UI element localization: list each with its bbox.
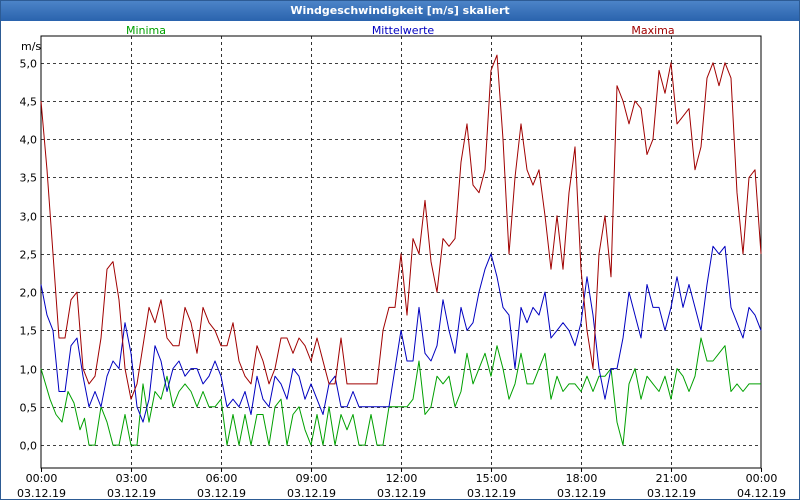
x-tick-date-label: 03.12.19 [467,487,516,499]
y-tick-label: 2,0 [20,287,38,300]
y-tick-label: 5,0 [20,58,38,71]
x-tick-date-label: 03.12.19 [17,487,66,499]
x-tick-date-label: 03.12.19 [287,487,336,499]
window-title: Windgeschwindigkeit [m/s] skaliert [1,1,799,21]
y-tick-label: 1,0 [20,364,38,377]
legend-entry-minima: Minima [126,24,166,37]
y-tick-label: 1,5 [20,325,38,338]
x-tick-time-label: 15:00 [476,472,508,485]
series-line-minima [40,337,761,446]
plot-area [40,35,762,469]
series-line-maxima [40,54,762,400]
legend-entry-mittelwerte: Mittelwerte [372,24,435,37]
x-tick-date-label: 03.12.19 [107,487,156,499]
y-tick-label: 4,0 [20,134,38,147]
legend-entry-maxima: Maxima [631,24,674,37]
y-tick-label: 3,5 [20,172,38,185]
x-tick-time-label: 03:00 [116,472,148,485]
x-tick-date-label: 03.12.19 [557,487,606,499]
x-tick-date-label: 03.12.19 [197,487,246,499]
x-tick-date-label: 03.12.19 [377,487,426,499]
x-tick-time-label: 00:00 [746,472,778,485]
x-tick-date-label: 03.12.19 [647,487,696,499]
y-tick-label: 0,0 [20,440,38,453]
x-tick-time-label: 21:00 [656,472,688,485]
y-tick-label: 3,0 [20,211,38,224]
x-tick-time-label: 09:00 [296,472,328,485]
x-tick-time-label: 06:00 [206,472,238,485]
chart-svg: 0,0 0,5 1,0 1,5 2,0 2,5 3,0 3,5 4,0 4,5 5,0 00:00 03… [17,24,786,499]
x-tick-time-label: 12:00 [386,472,418,485]
y-tick-label: 4,5 [20,96,38,109]
y-axis-label: m/s [21,40,41,53]
x-tick-time-label: 00:00 [26,472,58,485]
series-line-mittelwerte [40,245,762,423]
y-tick-label: 0,5 [20,402,38,415]
x-tick-date-label: 04.12.19 [737,487,786,499]
x-tick-time-label: 18:00 [566,472,598,485]
y-tick-label: 2,5 [20,249,38,262]
